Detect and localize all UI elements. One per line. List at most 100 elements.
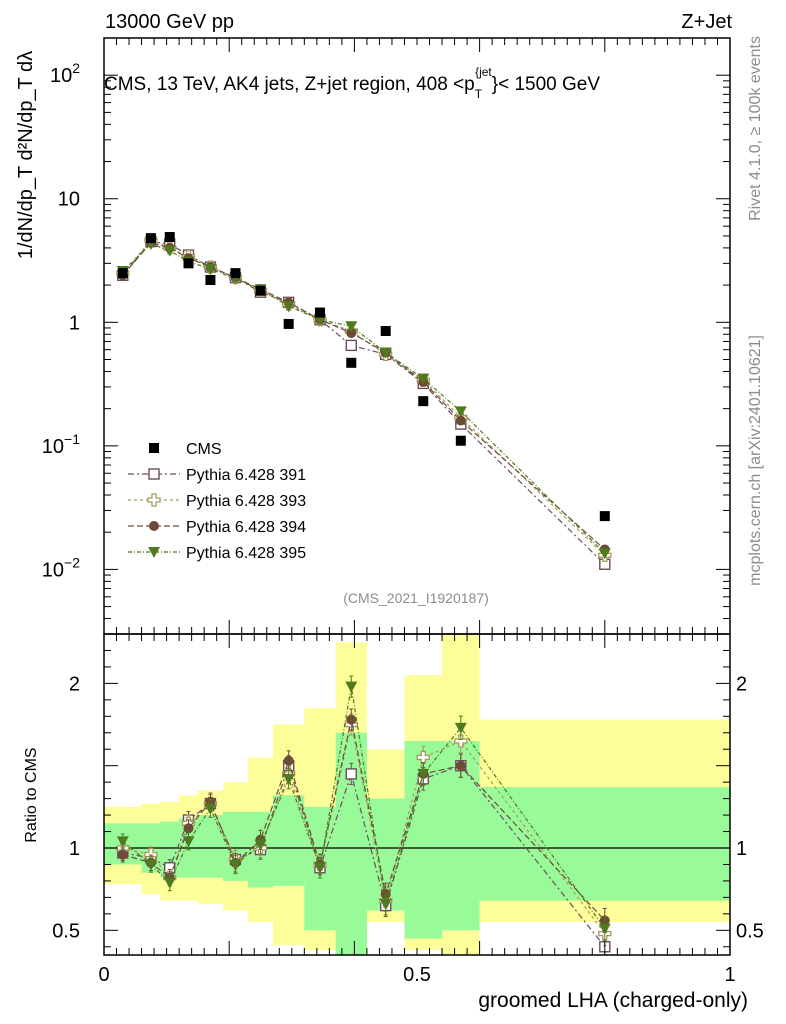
series-line-ratio [122, 686, 606, 930]
series-point-ratio [454, 722, 467, 734]
legend-label-data: CMS [186, 441, 222, 458]
y-tick-exponent: 2 [72, 60, 80, 76]
series-point-ratio [345, 681, 358, 693]
process-label: Z+Jet [681, 11, 732, 33]
data-point [145, 233, 156, 244]
series-point-ratio [117, 849, 128, 860]
series-point-ratio [116, 836, 129, 848]
legend-label: Pythia 6.428 394 [186, 519, 306, 536]
y-tick-base: 10 [42, 436, 64, 458]
mcplots-label: mcplots.cern.ch [arXiv:2401.10621] [747, 335, 764, 586]
legend-marker [149, 521, 159, 531]
data-point [346, 357, 357, 368]
series-line-main [122, 243, 606, 554]
series-point-ratio [183, 823, 194, 834]
y-tick-base: 10 [50, 65, 72, 87]
series-point-main [345, 339, 357, 352]
series-point-main [163, 245, 176, 257]
data-point [599, 511, 610, 522]
inner-band-bin [273, 795, 305, 886]
series-point-ratio [254, 839, 267, 851]
y-axis-label: 1/dN/dp_T d²N/dp_T dλ [15, 51, 37, 259]
main-panel-marks [116, 232, 612, 570]
inner-band-bin [479, 787, 730, 901]
series-point-main [598, 548, 611, 560]
data-point [230, 268, 241, 279]
series-point-main [345, 321, 358, 333]
series-point-ratio [598, 923, 611, 935]
series-point-ratio [345, 768, 357, 780]
y-tick-base: 1 [69, 312, 80, 334]
series-point-main [454, 406, 467, 418]
legend-marker-data [149, 443, 159, 453]
chart-title-sup: {jet [475, 65, 492, 79]
series-point-ratio [417, 768, 430, 780]
y-tick-label: 10−1 [42, 431, 80, 458]
y-tick-base: 10 [42, 559, 64, 581]
x-axis-label: groomed LHA (charged-only) [478, 989, 748, 1012]
x-tick-label: 0.5 [403, 964, 431, 986]
series-point-ratio [283, 755, 294, 766]
series-point-main [379, 347, 392, 359]
ratio-tick-label-left: 1 [69, 838, 80, 860]
legend-marker [148, 468, 160, 480]
series-point-main [417, 373, 430, 385]
ratio-uncertainty-bands [104, 634, 730, 955]
y-tick-label: 10 [58, 189, 80, 211]
data-point [283, 318, 294, 329]
data-point [380, 326, 391, 337]
ratio-tick-label-left: 0.5 [52, 920, 80, 942]
y-tick-label: 102 [50, 60, 80, 87]
y-tick-label: 1 [69, 312, 80, 334]
series-point-main [204, 263, 217, 275]
series-point-ratio [282, 773, 295, 785]
series-point-ratio [313, 862, 326, 874]
y-tick-base: 10 [58, 189, 80, 211]
data-point [255, 285, 266, 296]
series-point-main [455, 415, 466, 426]
data-point [205, 274, 216, 285]
ratio-tick-label-left: 2 [69, 673, 80, 695]
chart-title: CMS, 13 TeV, AK4 jets, Z+jet region, 408… [104, 65, 600, 101]
series-point-ratio [229, 859, 242, 871]
series-point-ratio [416, 750, 430, 765]
series-point-ratio [204, 803, 217, 815]
legend-marker [147, 493, 161, 507]
series-point-ratio [144, 859, 157, 871]
legend: CMS Pythia 6.428 391 Pythia 6.428 393 Pythi… [128, 441, 306, 562]
x-tick-label: 0 [98, 964, 109, 986]
ratio-tick-label-right: 0.5 [736, 920, 764, 942]
legend-label: Pythia 6.428 391 [186, 467, 306, 484]
ratio-tick-label-right: 1 [736, 838, 747, 860]
ratio-panel-marks [104, 675, 730, 956]
data-point [117, 268, 128, 279]
inner-band-bin [197, 815, 223, 878]
ratio-tick-label-right: 2 [736, 673, 747, 695]
y-tick-exponent: −1 [64, 431, 80, 447]
series-point-ratio [346, 714, 357, 725]
data-point [314, 307, 325, 318]
legend-label: Pythia 6.428 395 [186, 545, 306, 562]
ratio-axis-label: Ratio to CMS [23, 747, 40, 842]
legend-label: Pythia 6.428 393 [186, 493, 306, 510]
series-line-ratio [122, 724, 606, 934]
series-point-ratio [379, 898, 392, 910]
series-point-main [346, 327, 357, 338]
x-tick-label: 1 [724, 964, 735, 986]
legend-marker [148, 547, 160, 558]
series-point-ratio [163, 877, 176, 889]
chart-title-sub: T [475, 87, 483, 101]
data-point [455, 435, 466, 446]
y-tick-exponent: −2 [64, 554, 80, 570]
data-point [183, 258, 194, 269]
chart-title-tail: }< 1500 GeV [492, 74, 601, 95]
series-line-ratio [122, 719, 606, 921]
data-point [418, 396, 429, 407]
analysis-id: (CMS_2021_I1920187) [343, 590, 489, 606]
energy-label: 13000 GeV pp [105, 11, 234, 33]
series-point-main [282, 301, 295, 313]
chart-title-main: CMS, 13 TeV, AK4 jets, Z+jet region, 408… [104, 74, 475, 95]
series-line-ratio [122, 763, 606, 948]
